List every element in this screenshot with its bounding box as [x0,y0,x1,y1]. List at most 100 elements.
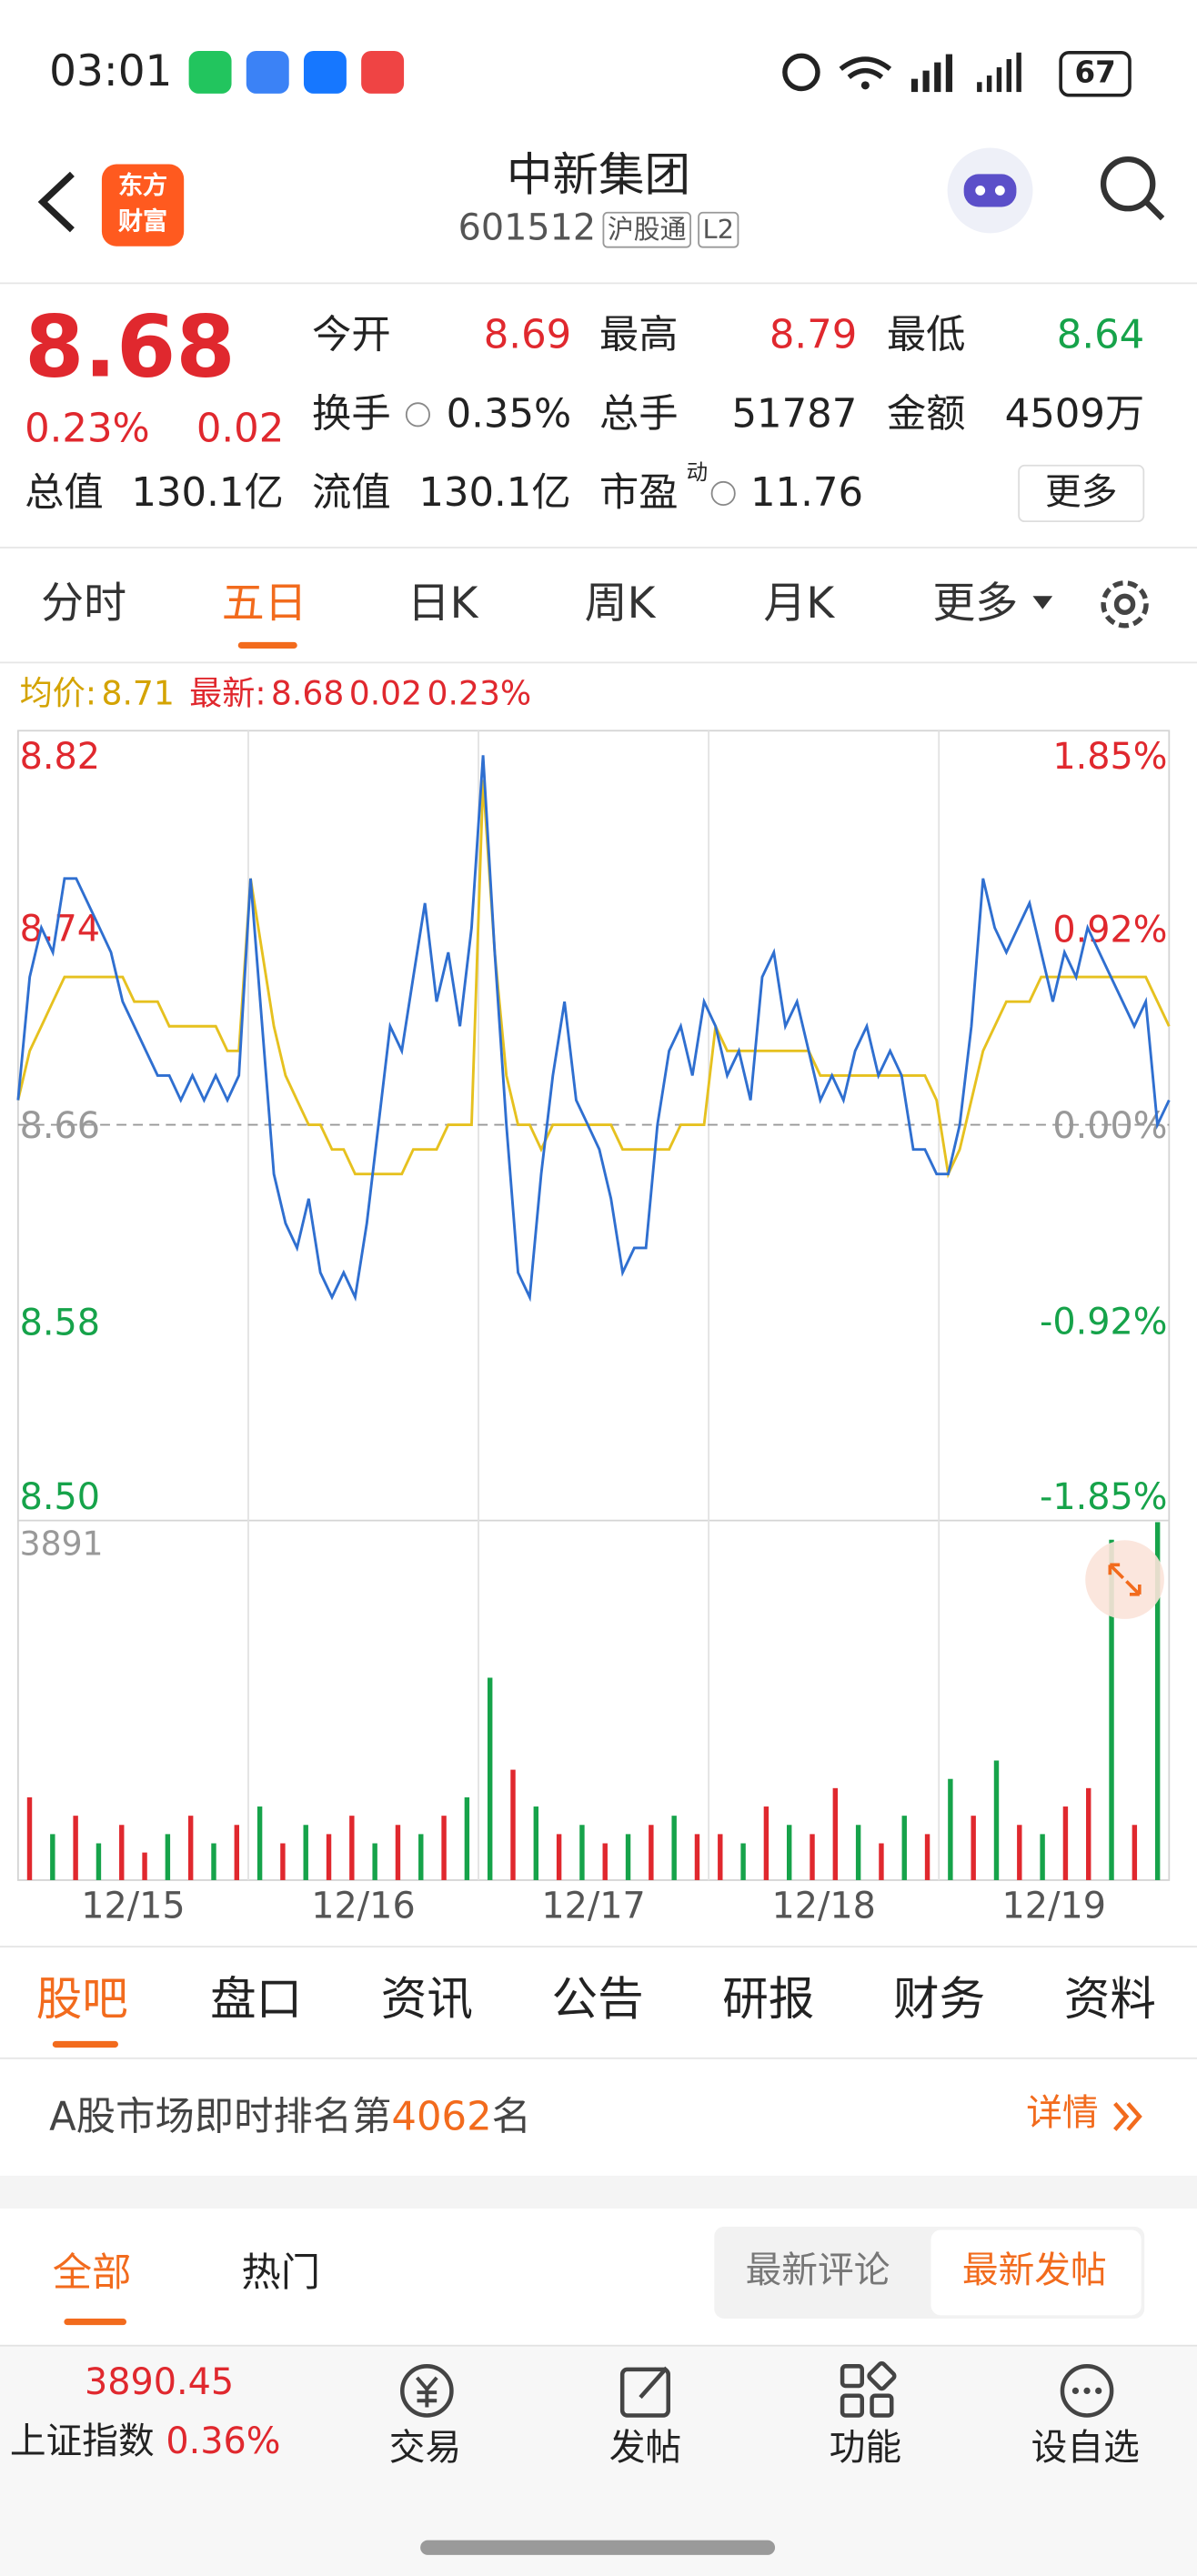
nav-item[interactable]: 设自选 [1031,2428,1140,2470]
stat-label: 金额 [886,390,966,438]
back-button[interactable] [29,167,82,236]
change-pct: 0.23% [25,405,150,452]
more-button[interactable]: 更多 [1018,464,1145,523]
app-icon [303,50,347,94]
volume-bar [1062,1806,1069,1880]
info-icon[interactable] [405,402,430,428]
time: 03:01 [49,47,173,97]
volume-bar [1109,1539,1114,1880]
period-tab[interactable]: 周K [584,579,656,629]
nav-item[interactable]: 功能 [829,2428,902,2470]
content-tab[interactable]: 盘口 [210,1972,303,2027]
volume-bar [349,1816,355,1880]
volume-bar [993,1760,1000,1880]
volume-bar [879,1843,884,1880]
change: 0.02 [196,405,285,452]
index-name: 上证指数 [9,2421,155,2463]
legend-avg-value: 8.71 [101,673,175,713]
last-price: 8.68 [25,298,236,397]
legend: 均价: 8.71 最新: 8.68 0.02 0.23% [20,677,532,709]
stat-label: 市盈 [598,469,679,516]
sort-option[interactable]: 最新评论 [745,2250,890,2293]
status-icons [782,52,1021,93]
y2-tick-label: 1.85% [1052,736,1167,778]
content-tab[interactable]: 资料 [1063,1972,1156,2027]
stat-superscript: 动 [686,461,709,487]
content-tab-active[interactable]: 股吧 [35,1972,128,2027]
volume-bar [256,1806,263,1880]
period-tab[interactable]: 更多 [932,579,1019,629]
volume-bar [73,1816,78,1880]
assistant-avatar[interactable] [944,145,1036,236]
volume-bar [395,1825,401,1880]
volume-bar [625,1834,631,1880]
ranking-rank: 4062 [391,2093,492,2140]
chart-frame [16,730,1171,1881]
x-tick-label: 12/15 [81,1885,185,1927]
divider [0,661,1197,664]
app-icon [361,50,405,94]
nav-item[interactable]: 发帖 [609,2428,682,2470]
stat-value: 8.64 [1056,311,1145,358]
ranking-link[interactable]: 详情 [1026,2093,1099,2135]
divider [0,1946,1197,1947]
volume-bar [671,1816,677,1880]
stat-label: 流值 [311,469,391,516]
info-icon[interactable] [710,480,736,507]
post-icon[interactable] [618,2361,677,2420]
volume-bar [718,1834,723,1880]
volume-bar [441,1816,447,1880]
divider [0,547,1197,548]
volume-bar [487,1677,493,1880]
post-tab-active[interactable]: 全部 [52,2249,132,2296]
stat-value: 8.69 [483,311,572,358]
stat-value: 130.1亿 [418,469,571,516]
content-tab[interactable]: 财务 [893,1972,986,2027]
function-icon[interactable] [838,2361,897,2420]
y2-tick-label: -1.85% [1040,1476,1167,1518]
content-tab[interactable]: 公告 [551,1972,644,2027]
ranking-prefix: A股市场即时排名第 [49,2093,392,2140]
period-tab[interactable]: 分时 [41,579,127,629]
stat-label: 最高 [598,311,679,358]
bottom-nav [0,2344,1197,2576]
legend-change-pct: 0.23% [427,673,532,713]
stat-label: 总手 [598,390,679,438]
ranking: A股市场即时排名第4062名 [49,2097,531,2136]
expand-icon [1108,1563,1142,1596]
period-tab[interactable]: 日K [407,579,478,629]
app-icon [246,50,289,94]
app-icon [188,50,232,94]
content-tab[interactable]: 资讯 [380,1972,473,2027]
y2-tick-label: 0.92% [1052,910,1167,951]
volume-bar [602,1843,608,1880]
avg-line [16,780,1171,1179]
index-value[interactable]: 3890.45 [84,2362,235,2404]
search-button[interactable] [1097,153,1169,225]
price-line [16,755,1171,1303]
stat-value: 0.35% [446,390,572,438]
volume-bar [855,1825,861,1880]
stock-name: 中新集团 [506,147,691,203]
index-line[interactable]: 上证指数 0.36% [9,2421,281,2463]
volume-bar [510,1769,516,1880]
y-tick-label: 8.58 [20,1303,100,1344]
content-tab[interactable]: 研报 [722,1972,815,2027]
watchlist-icon[interactable] [1058,2361,1117,2420]
volume-bar [1086,1787,1091,1880]
period-tab-active[interactable]: 五日 [221,579,307,629]
legend-latest-label: 最新: [189,673,267,713]
logo: 东方 财富 [101,164,185,247]
trade-icon[interactable] [397,2361,457,2420]
stat-label: 最低 [886,311,966,358]
volume-bar [832,1787,839,1880]
period-tab[interactable]: 月K [763,579,835,629]
sort-option-active[interactable]: 最新发帖 [961,2250,1107,2293]
nav-item[interactable]: 交易 [388,2428,462,2470]
volume-bar [303,1825,308,1880]
stat-value: 11.76 [749,469,864,516]
settings-button[interactable] [1095,575,1154,634]
legend-change: 0.02 [348,673,423,713]
post-tab[interactable]: 热门 [241,2249,321,2296]
